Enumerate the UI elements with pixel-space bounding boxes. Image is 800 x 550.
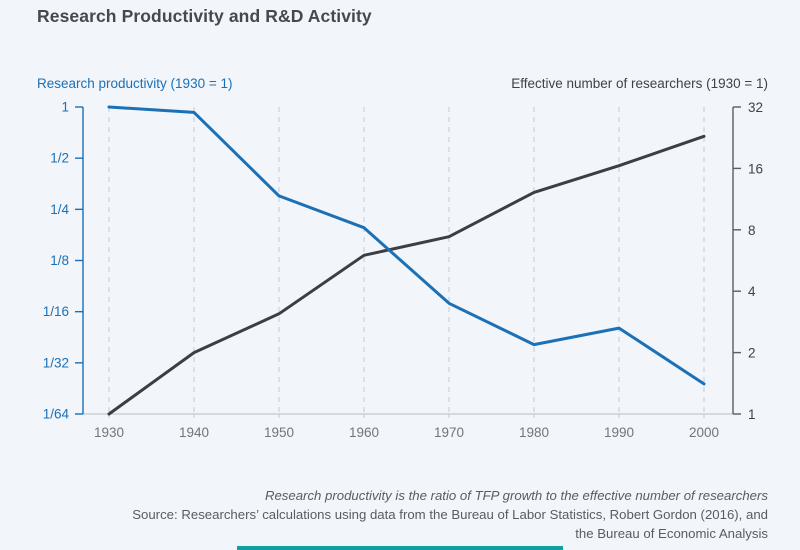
figure-source-line-1: Source: Researchers’ calculations using … — [132, 507, 768, 522]
x-tick-label: 1970 — [434, 425, 464, 440]
x-tick-label: 1930 — [94, 425, 124, 440]
left-tick-label: 1/4 — [50, 202, 69, 217]
figure-source-line-2: the Bureau of Economic Analysis — [575, 526, 768, 541]
left-tick-label: 1/32 — [43, 355, 69, 370]
right-tick-label: 2 — [748, 346, 756, 361]
right-tick-label: 16 — [748, 161, 763, 176]
productivity-line — [107, 105, 706, 386]
right-tick-label: 32 — [748, 100, 763, 115]
left-tick-label: 1/64 — [43, 407, 70, 422]
bottom-accent-bar — [237, 546, 563, 550]
x-tick-label: 2000 — [689, 425, 719, 440]
figure-footer: Research productivity is the ratio of TF… — [28, 486, 768, 543]
left-tick-label: 1 — [61, 100, 69, 115]
right-tick-label: 4 — [748, 284, 756, 299]
chart-canvas: 1930 1940 1950 1960 1970 1980 1990 2000 1 1/2 1/4 1… — [43, 100, 763, 441]
figure-note: Research productivity is the ratio of TF… — [264, 488, 768, 503]
x-tick-label: 1940 — [179, 425, 209, 440]
left-axis-title: Research productivity (1930 = 1) — [37, 76, 233, 91]
left-tick-label: 1/2 — [50, 151, 69, 166]
x-tick-label: 1990 — [604, 425, 634, 440]
right-axis-title: Effective number of researchers (1930 = … — [511, 76, 768, 91]
x-tick-label: 1960 — [349, 425, 379, 440]
right-tick-label: 1 — [748, 407, 756, 422]
left-tick-label: 1/16 — [43, 304, 69, 319]
researchers-line — [107, 134, 706, 416]
figure-title: Research Productivity and R&D Activity — [37, 6, 372, 26]
left-tick-label: 1/8 — [50, 253, 69, 268]
x-tick-label: 1950 — [264, 425, 294, 440]
right-tick-label: 8 — [748, 223, 756, 238]
x-tick-label: 1980 — [519, 425, 549, 440]
